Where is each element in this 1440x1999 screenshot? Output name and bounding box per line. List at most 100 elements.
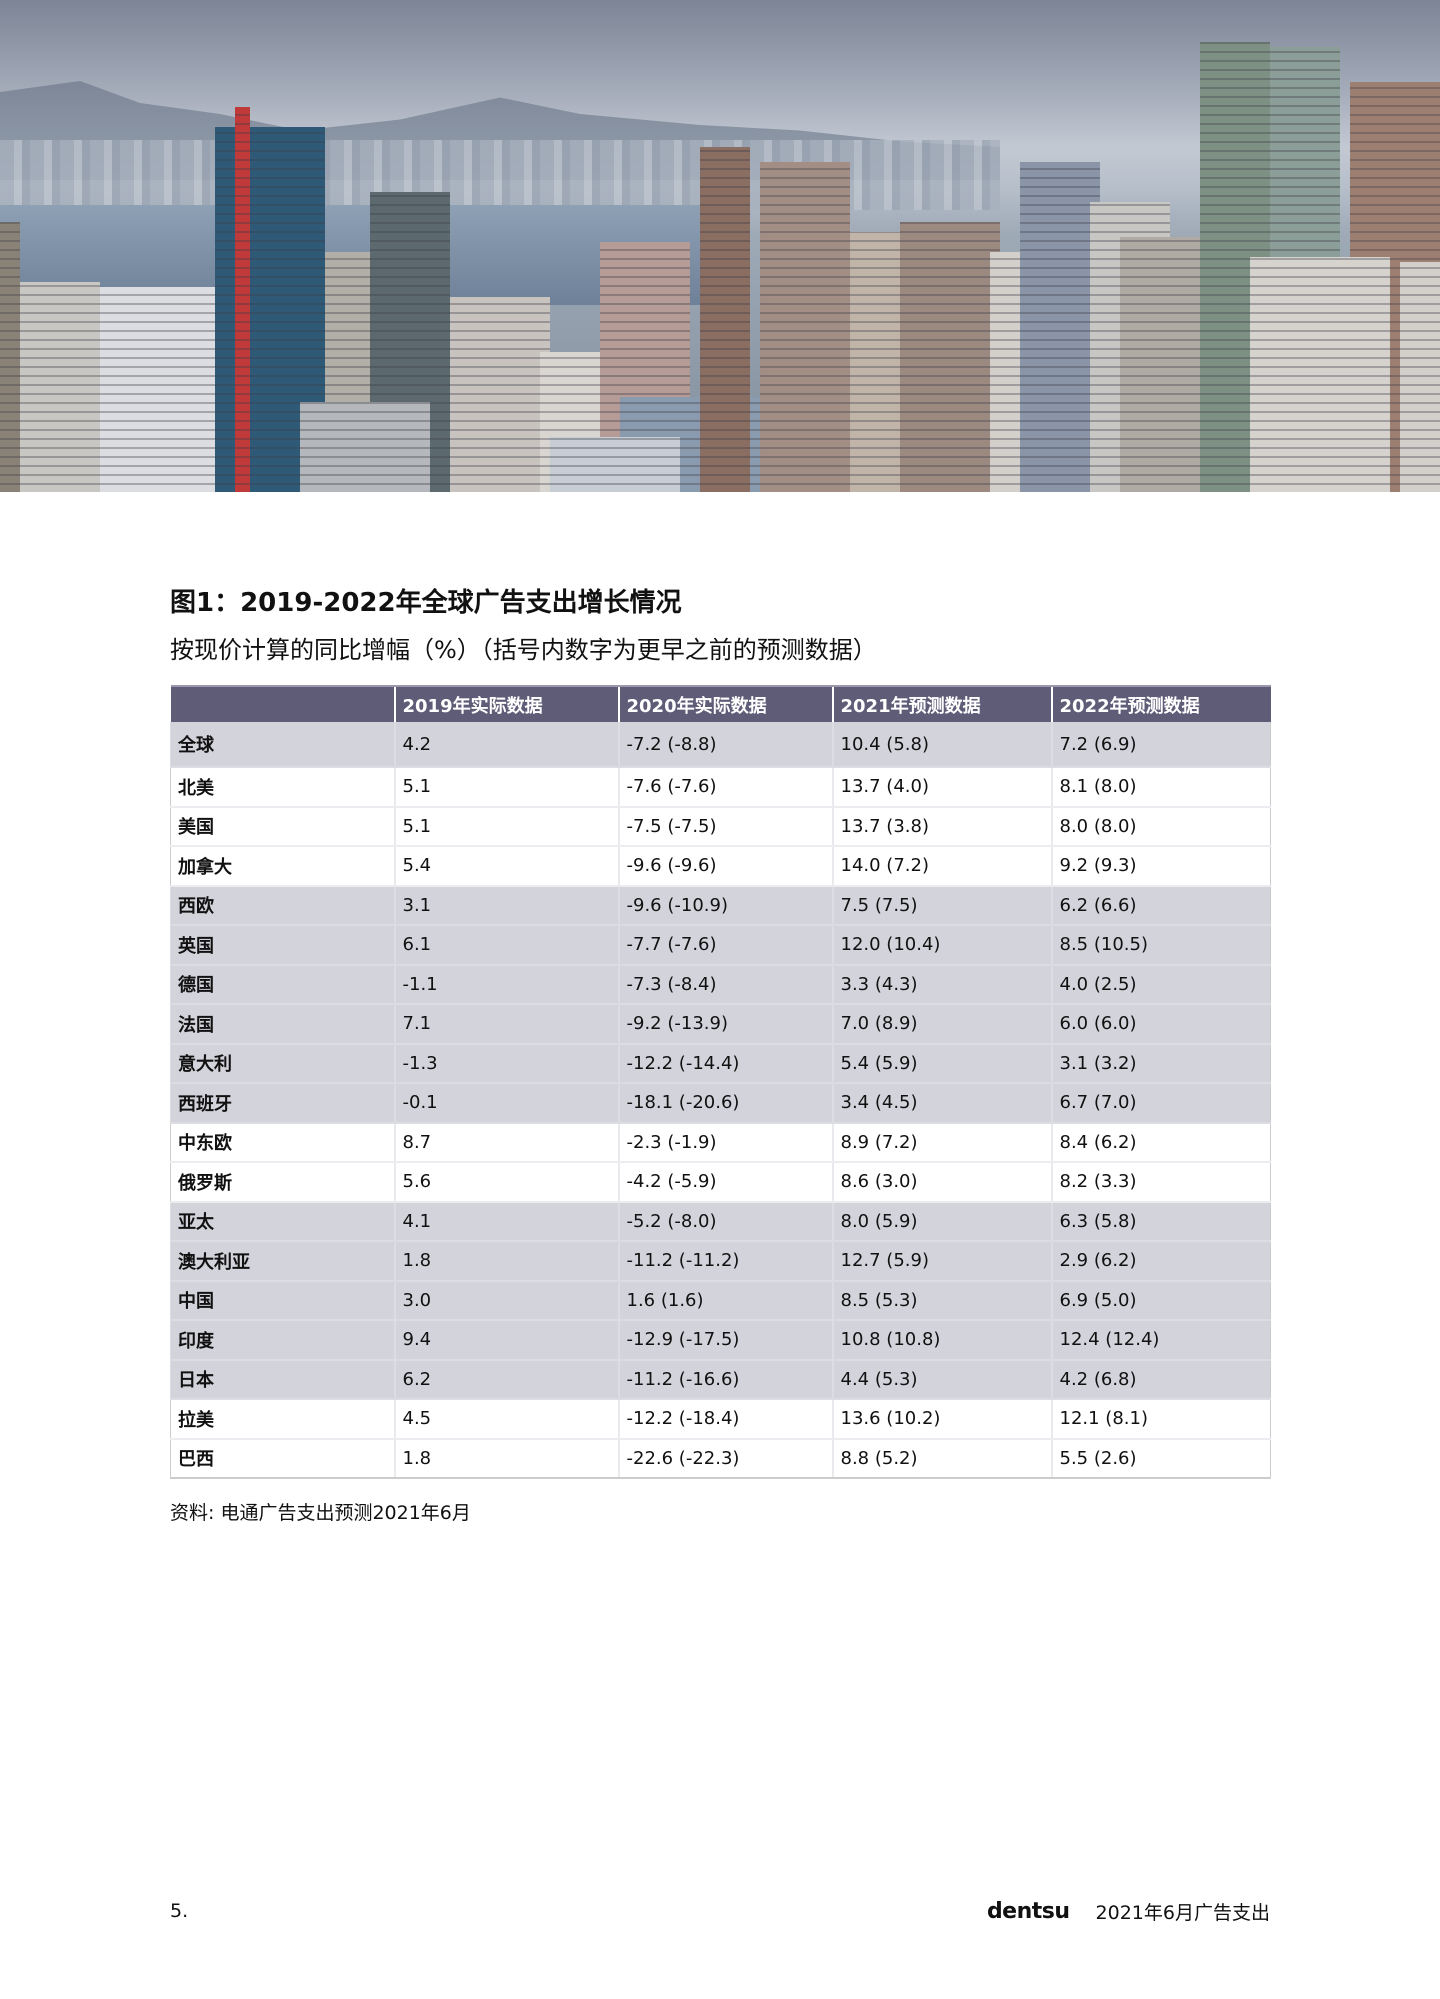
table-row: 北美 5.1 -7.6 (-7.6) 13.7 (4.0) 8.1 (8.0) — [170, 767, 1271, 808]
value-cell: 8.7 — [393, 1122, 619, 1163]
region-cell: 意大利 — [170, 1043, 395, 1084]
table-row: 全球 4.2 -7.2 (-8.8) 10.4 (5.8) 7.2 (6.9) — [170, 722, 1271, 768]
value-cell: -9.6 (-10.9) — [617, 885, 833, 926]
footer-title: 2021年6月广告支出 — [1095, 1902, 1270, 1924]
table-row: 美国 5.1 -7.5 (-7.5) 13.7 (3.8) 8.0 (8.0) — [170, 806, 1271, 847]
value-cell: 3.4 (4.5) — [831, 1083, 1052, 1124]
value-cell: -7.5 (-7.5) — [617, 806, 833, 847]
building — [235, 107, 250, 492]
value-cell: 4.2 — [393, 722, 619, 768]
region-cell: 澳大利亚 — [170, 1241, 395, 1282]
region-cell: 亚太 — [170, 1201, 395, 1242]
value-cell: 6.7 (7.0) — [1050, 1083, 1271, 1124]
table-row: 西班牙 -0.1 -18.1 (-20.6) 3.4 (4.5) 6.7 (7.0) — [170, 1083, 1271, 1124]
value-cell: 4.5 — [393, 1399, 619, 1440]
value-cell: -1.3 — [393, 1043, 619, 1084]
table-row: 亚太 4.1 -5.2 (-8.0) 8.0 (5.9) 6.3 (5.8) — [170, 1201, 1271, 1242]
value-cell: -1.1 — [393, 964, 619, 1005]
value-cell: 4.2 (6.8) — [1050, 1359, 1271, 1400]
region-cell: 巴西 — [170, 1438, 395, 1479]
building — [1250, 257, 1390, 492]
value-cell: -9.2 (-13.9) — [617, 1004, 833, 1045]
building — [900, 222, 1000, 492]
building — [0, 222, 20, 492]
value-cell: 5.4 — [393, 846, 619, 887]
value-cell: 6.9 (5.0) — [1050, 1280, 1271, 1321]
value-cell: 3.1 (3.2) — [1050, 1043, 1271, 1084]
distant-skyline — [0, 140, 1000, 210]
value-cell: -12.2 (-18.4) — [617, 1399, 833, 1440]
region-cell: 中东欧 — [170, 1122, 395, 1163]
header-2021: 2021年预测数据 — [831, 685, 1052, 722]
header-2022: 2022年预测数据 — [1050, 685, 1271, 722]
region-cell: 加拿大 — [170, 846, 395, 887]
region-cell: 印度 — [170, 1320, 395, 1361]
value-cell: -22.6 (-22.3) — [617, 1438, 833, 1479]
value-cell: 3.3 (4.3) — [831, 964, 1052, 1005]
value-cell: 9.2 (9.3) — [1050, 846, 1271, 887]
value-cell: 10.8 (10.8) — [831, 1320, 1052, 1361]
region-cell: 西欧 — [170, 885, 395, 926]
value-cell: 14.0 (7.2) — [831, 846, 1052, 887]
header-2020: 2020年实际数据 — [617, 685, 833, 722]
figure-subtitle: 按现价计算的同比增幅（%）（括号内数字为更早之前的预测数据） — [170, 636, 877, 664]
building — [1120, 237, 1210, 492]
value-cell: 8.0 (8.0) — [1050, 806, 1271, 847]
region-cell: 英国 — [170, 925, 395, 966]
table-row: 澳大利亚 1.8 -11.2 (-11.2) 12.7 (5.9) 2.9 (6.2) — [170, 1241, 1271, 1282]
value-cell: 4.1 — [393, 1201, 619, 1242]
region-cell: 美国 — [170, 806, 395, 847]
table-row: 印度 9.4 -12.9 (-17.5) 10.8 (10.8) 12.4 (12.4) — [170, 1320, 1271, 1361]
header-region — [170, 685, 395, 722]
value-cell: 9.4 — [393, 1320, 619, 1361]
value-cell: 12.7 (5.9) — [831, 1241, 1052, 1282]
value-cell: -5.2 (-8.0) — [617, 1201, 833, 1242]
value-cell: -7.3 (-8.4) — [617, 964, 833, 1005]
region-cell: 德国 — [170, 964, 395, 1005]
page-number: 5. — [170, 1900, 189, 1922]
value-cell: 3.0 — [393, 1280, 619, 1321]
value-cell: -12.2 (-14.4) — [617, 1043, 833, 1084]
value-cell: 3.1 — [393, 885, 619, 926]
value-cell: -2.3 (-1.9) — [617, 1122, 833, 1163]
table-row: 意大利 -1.3 -12.2 (-14.4) 5.4 (5.9) 3.1 (3.2) — [170, 1043, 1271, 1084]
dentsu-logo: dentsu — [986, 1899, 1070, 1924]
value-cell: 7.5 (7.5) — [831, 885, 1052, 926]
value-cell: 13.7 (3.8) — [831, 806, 1052, 847]
value-cell: 7.2 (6.9) — [1050, 722, 1271, 768]
value-cell: -0.1 — [393, 1083, 619, 1124]
building — [700, 147, 750, 492]
city-skyline-photo — [0, 0, 1440, 492]
value-cell: 6.1 — [393, 925, 619, 966]
building — [760, 162, 850, 492]
region-cell: 西班牙 — [170, 1083, 395, 1124]
value-cell: -11.2 (-16.6) — [617, 1359, 833, 1400]
region-cell: 俄罗斯 — [170, 1162, 395, 1203]
building — [1400, 262, 1440, 492]
table-row: 日本 6.2 -11.2 (-16.6) 4.4 (5.3) 4.2 (6.8) — [170, 1359, 1271, 1400]
region-cell: 日本 — [170, 1359, 395, 1400]
value-cell: 8.0 (5.9) — [831, 1201, 1052, 1242]
value-cell: -4.2 (-5.9) — [617, 1162, 833, 1203]
building — [450, 297, 550, 492]
table-row: 巴西 1.8 -22.6 (-22.3) 8.8 (5.2) 5.5 (2.6) — [170, 1438, 1271, 1479]
value-cell: 8.9 (7.2) — [831, 1122, 1052, 1163]
table-header-row: 2019年实际数据 2020年实际数据 2021年预测数据 2022年预测数据 — [170, 685, 1271, 722]
value-cell: 5.1 — [393, 767, 619, 808]
source-note: 资料: 电通广告支出预测2021年6月 — [170, 1502, 471, 1524]
value-cell: 8.5 (5.3) — [831, 1280, 1052, 1321]
region-cell: 拉美 — [170, 1399, 395, 1440]
value-cell: 6.2 (6.6) — [1050, 885, 1271, 926]
building — [1020, 162, 1100, 492]
header-2019: 2019年实际数据 — [393, 685, 619, 722]
value-cell: 6.2 — [393, 1359, 619, 1400]
value-cell: 8.8 (5.2) — [831, 1438, 1052, 1479]
value-cell: 6.3 (5.8) — [1050, 1201, 1271, 1242]
figure-title: 图1：2019-2022年全球广告支出增长情况 — [170, 588, 682, 618]
table-row: 俄罗斯 5.6 -4.2 (-5.9) 8.6 (3.0) 8.2 (3.3) — [170, 1162, 1271, 1203]
value-cell: -18.1 (-20.6) — [617, 1083, 833, 1124]
table-row: 中国 3.0 1.6 (1.6) 8.5 (5.3) 6.9 (5.0) — [170, 1280, 1271, 1321]
value-cell: 8.2 (3.3) — [1050, 1162, 1271, 1203]
building — [550, 437, 680, 492]
building — [20, 282, 100, 492]
